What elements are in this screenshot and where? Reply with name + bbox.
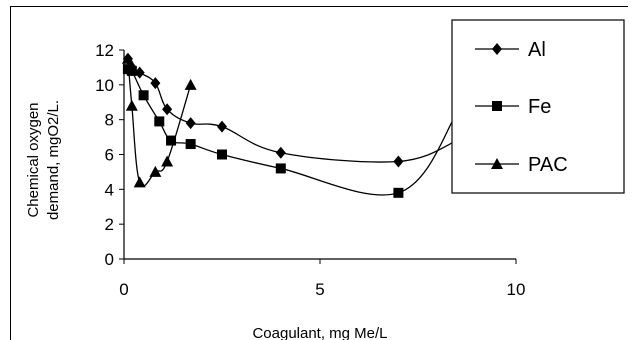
y-tick-label: 6 xyxy=(105,146,114,165)
legend-item-fe: Fe xyxy=(475,96,551,118)
legend-item-al: Al xyxy=(475,39,546,61)
data-point-fe xyxy=(217,149,227,160)
data-point-fe xyxy=(166,135,177,146)
y-tick-label: 8 xyxy=(105,111,114,130)
data-point-fe xyxy=(393,187,404,198)
legend-label: PAC xyxy=(528,154,568,176)
y-tick-label: 2 xyxy=(105,215,114,234)
x-axis-title: Coagulant, mg Me/L xyxy=(252,325,387,340)
chart-frame xyxy=(10,6,628,340)
y-axis-title-line-1: Chemical oxygen xyxy=(25,102,42,217)
legend-marker-al xyxy=(492,43,502,55)
data-point-pac xyxy=(184,78,197,90)
series-fe xyxy=(122,64,463,198)
data-point-al xyxy=(134,66,145,79)
data-point-fe xyxy=(154,116,165,127)
y-axis-title: Chemical oxygen demand, mgO2/L. xyxy=(25,100,62,220)
data-point-al xyxy=(217,120,227,133)
data-point-al xyxy=(150,77,161,90)
data-point-fe xyxy=(185,139,196,150)
series-line-al xyxy=(127,58,458,163)
legend: Al Fe PAC xyxy=(451,19,625,194)
legend-label: Al xyxy=(528,39,546,61)
series-al xyxy=(122,52,463,168)
data-point-pac xyxy=(121,52,134,64)
legend-marker-pac xyxy=(491,158,503,169)
y-tick-label: 0 xyxy=(105,250,114,269)
data-point-pac xyxy=(161,155,174,167)
legend-label: Fe xyxy=(528,96,551,118)
series-layer xyxy=(121,52,463,198)
data-point-fe xyxy=(275,163,286,174)
series-pac xyxy=(121,52,197,188)
axes: 0 2 4 6 8 10 12 0 5 10 xyxy=(95,41,525,299)
data-point-al xyxy=(275,146,286,159)
data-point-pac xyxy=(133,176,146,188)
y-tick-label: 10 xyxy=(95,76,114,95)
data-point-fe xyxy=(138,90,149,101)
data-point-pac xyxy=(125,99,138,111)
x-tick-label: 10 xyxy=(507,280,526,299)
data-point-al xyxy=(185,117,196,130)
data-point-pac xyxy=(149,165,162,177)
legend-marker-fe xyxy=(492,101,502,111)
x-tick-label: 0 xyxy=(119,280,128,299)
y-axis-title-line-2: demand, mgO2/L. xyxy=(45,100,62,220)
data-point-al xyxy=(162,103,173,116)
x-tick-label: 5 xyxy=(315,280,324,299)
legend-item-pac: PAC xyxy=(475,154,568,176)
data-point-fe xyxy=(126,65,137,76)
legend-items: Al Fe PAC xyxy=(475,39,568,176)
y-tick-label: 4 xyxy=(105,180,114,199)
y-tick-label: 12 xyxy=(95,41,114,60)
data-point-al xyxy=(393,155,404,168)
